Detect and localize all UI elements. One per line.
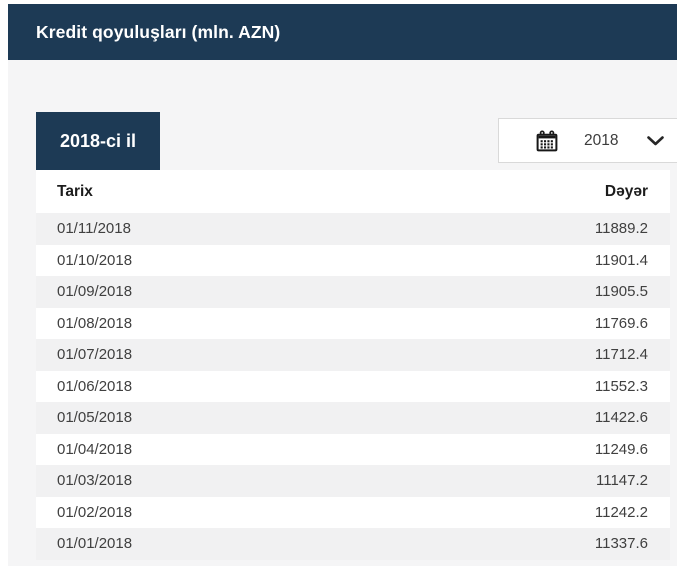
row-date: 01/08/2018: [57, 314, 133, 332]
chevron-down-icon: [647, 135, 664, 145]
row-value: 11712.4: [594, 346, 648, 364]
calendar-icon: [536, 129, 558, 151]
table-row: 01/03/2018 11147.2: [36, 465, 670, 497]
row-value: 11147.2: [596, 472, 648, 490]
row-date: 01/11/2018: [57, 220, 131, 238]
row-date: 01/04/2018: [57, 440, 133, 458]
year-badge-label: 2018-ci il: [59, 130, 137, 151]
column-header-deyer: Dəyər: [604, 182, 648, 200]
table-body: 01/11/2018 11889.2 01/10/2018 11901.4 01…: [36, 213, 670, 560]
year-select[interactable]: 2018: [498, 118, 677, 163]
row-date: 01/07/2018: [57, 346, 133, 364]
table-row: 01/01/2018 11337.6: [36, 528, 670, 560]
widget-body: 2018-ci il 2018 Tarix Dəy: [8, 60, 677, 566]
widget-header: Kredit qoyuluşları (mln. AZN): [8, 4, 677, 60]
table-header-row: Tarix Dəyər: [36, 170, 670, 213]
row-value: 11249.6: [594, 440, 648, 458]
table-row: 01/07/2018 11712.4: [36, 339, 670, 371]
year-badge: 2018-ci il: [36, 112, 160, 170]
widget-card: Kredit qoyuluşları (mln. AZN) 2018-ci il…: [8, 4, 677, 566]
row-value: 11889.2: [594, 220, 648, 238]
row-value: 11422.6: [594, 409, 648, 427]
row-value: 11552.3: [594, 377, 648, 395]
table-row: 01/02/2018 11242.2: [36, 496, 670, 528]
row-date: 01/01/2018: [57, 535, 133, 553]
row-date: 01/05/2018: [57, 409, 133, 427]
row-value: 11337.6: [594, 535, 648, 553]
table-row: 01/09/2018 11905.5: [36, 276, 670, 308]
row-value: 11242.2: [594, 503, 648, 521]
table-row: 01/06/2018 11552.3: [36, 370, 670, 402]
row-value: 11769.6: [594, 314, 648, 332]
table-row: 01/11/2018 11889.2: [36, 213, 670, 245]
year-select-value: 2018: [584, 131, 619, 149]
row-value: 11905.5: [594, 283, 648, 301]
table-row: 01/10/2018 11901.4: [36, 244, 670, 276]
column-header-tarix: Tarix: [57, 182, 93, 200]
row-date: 01/09/2018: [57, 283, 133, 301]
row-date: 01/02/2018: [57, 503, 133, 521]
row-date: 01/10/2018: [57, 251, 133, 269]
table-row: 01/04/2018 11249.6: [36, 433, 670, 465]
row-date: 01/06/2018: [57, 377, 133, 395]
row-date: 01/03/2018: [57, 472, 133, 490]
table-row: 01/05/2018 11422.6: [36, 402, 670, 434]
page-title: Kredit qoyuluşları (mln. AZN): [36, 21, 281, 42]
table-row: 01/08/2018 11769.6: [36, 307, 670, 339]
data-table: Tarix Dəyər 01/11/2018 11889.2 01/10/201…: [36, 170, 670, 560]
row-value: 11901.4: [594, 251, 648, 269]
